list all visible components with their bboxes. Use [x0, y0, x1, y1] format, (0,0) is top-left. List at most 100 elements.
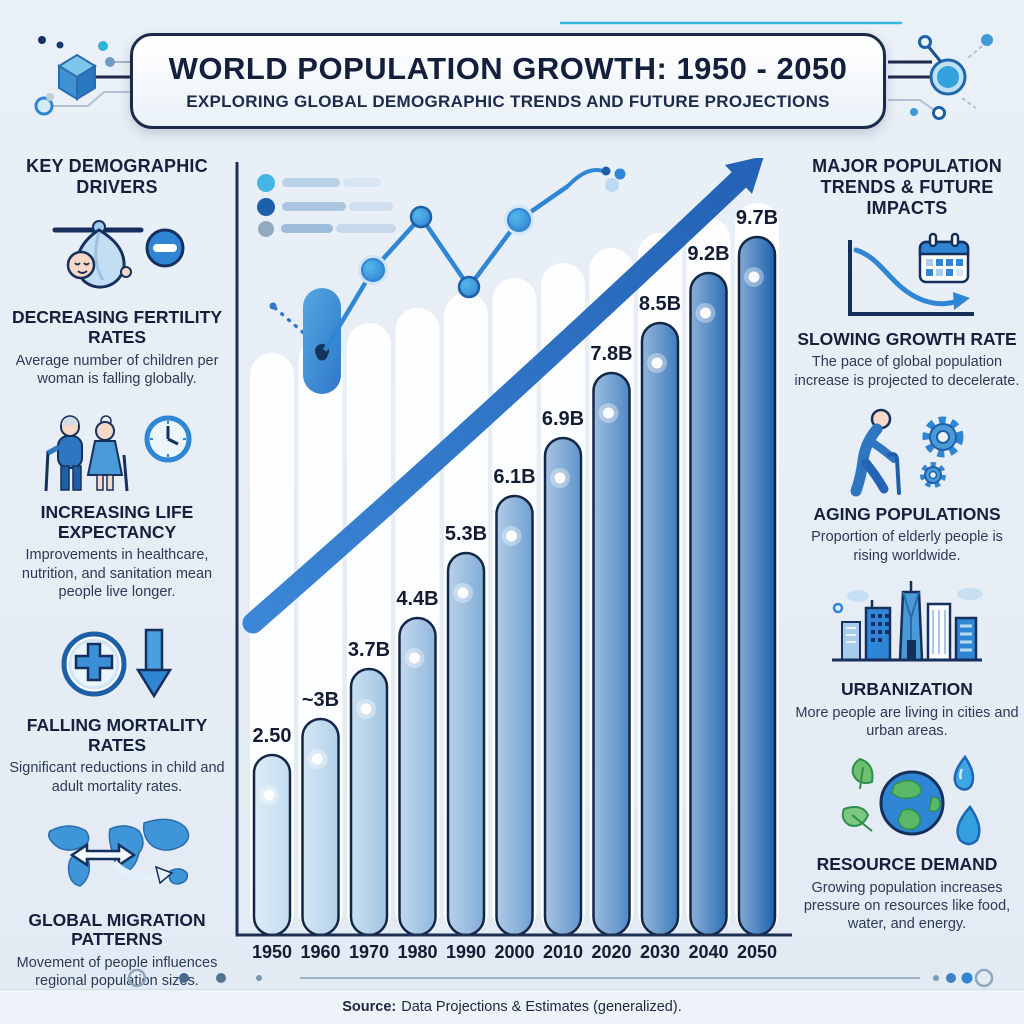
item-description: Growing population increases pressure on…: [803, 879, 1011, 933]
bar-value-label: ~3B: [302, 689, 339, 711]
world-map-migration-arrows-icon: [48, 818, 190, 887]
earth-leaf-water-drops-icon: [841, 754, 981, 846]
curved-arrow-icon: [111, 860, 160, 881]
item-title: GLOBAL MIGRATION PATTERNS: [28, 909, 206, 950]
double-arrow-icon: [69, 842, 137, 868]
bar-glow-dot: [360, 703, 372, 715]
node-circle-icon: [929, 58, 967, 96]
item-description: Significant reductions in child and adul…: [9, 760, 225, 795]
population-bar: [592, 371, 631, 937]
population-bar-chart: 2.50 1950 ~3B 1960 3.7B 1970 4.4B 1980 5.3B 1990 6…: [235, 158, 795, 972]
bar-glow-dot: [263, 789, 275, 801]
year-axis-label: 1980: [397, 942, 437, 962]
panel-item-urbanization: URBANIZATION More people are living in c…: [794, 578, 1020, 740]
bar-glow-dot: [457, 587, 469, 599]
right-panel-heading: MAJOR POPULATION TRENDS & FUTURE IMPACTS: [812, 156, 1002, 219]
item-title: SLOWING GROWTH RATE: [797, 328, 1017, 349]
bar-value-label: 7.8B: [590, 343, 632, 365]
bar-glow-dot: [554, 472, 566, 484]
panel-item-aging: AGING POPULATIONS Proportion of elderly …: [794, 403, 1020, 565]
item-title: DECREASING FERTILITY RATES: [11, 307, 222, 348]
gear-small-icon: [920, 461, 946, 488]
item-description: Improvements in healthcare, nutrition, a…: [21, 547, 213, 600]
declining-curve-calendar-icon: [848, 232, 974, 316]
bar-glow-dot: [409, 652, 420, 664]
source-footer: Source: Data Projections & Estimates (ge…: [0, 989, 1024, 1024]
down-arrow-icon: [144, 628, 164, 672]
item-title: INCREASING LIFE EXPECTANCY: [40, 502, 194, 542]
population-bar: [252, 753, 292, 937]
chart-svg: 2.50 1950 ~3B 1960 3.7B 1970 4.4B 1980 5.3B 1990 6…: [235, 158, 792, 962]
year-axis-label: 2020: [591, 942, 631, 962]
baby-sling-minus-icon: [52, 220, 185, 289]
year-axis-label: 1990: [446, 942, 486, 962]
year-axis-label: 2050: [737, 942, 777, 962]
bar-value-label: 6.1B: [493, 466, 535, 488]
item-title: RESOURCE DEMAND: [816, 854, 998, 875]
item-description: The pace of global population increase i…: [794, 354, 1020, 389]
cane-icon: [887, 451, 901, 495]
year-axis-label: 2040: [688, 942, 728, 962]
water-drop-icon: [953, 754, 981, 846]
population-bar: [543, 436, 583, 937]
year-axis-label: 1970: [349, 942, 389, 962]
bar-value-label: 6.9B: [542, 408, 584, 430]
item-description: Movement of people influences regional p…: [16, 955, 218, 990]
chart-axes: [235, 162, 792, 937]
source-text: Data Projections & Estimates (generalize…: [401, 999, 682, 1015]
year-axis-label: 2030: [640, 942, 680, 962]
bar-value-label: 8.5B: [639, 293, 681, 315]
item-title: AGING POPULATIONS: [813, 503, 1001, 524]
page-title: WORLD POPULATION GROWTH: 1950 - 2050: [168, 50, 848, 86]
mini-legend-decoration: [257, 174, 396, 237]
bar-value-label: 4.4B: [396, 588, 438, 610]
bar-glow-dot: [651, 357, 663, 369]
population-bar: [495, 494, 534, 937]
year-axis-label: 2000: [494, 942, 534, 962]
node-ring-icon: [34, 96, 54, 116]
item-description: More people are living in cities and urb…: [795, 704, 1019, 739]
source-label: Source:: [342, 999, 397, 1015]
panel-item-mortality: FALLING MORTALITY RATES Significant redu…: [4, 614, 230, 796]
chart-decorations: [242, 158, 764, 634]
bar-glow-dot: [700, 307, 711, 319]
panel-item-migration: GLOBAL MIGRATION PATTERNS Movement of pe…: [4, 809, 230, 991]
elderly-person-gears-icon: [850, 408, 964, 497]
item-description: Average number of children per woman is …: [15, 352, 219, 387]
item-description: Proportion of elderly people is rising w…: [811, 529, 1003, 564]
bar-value-label: 3.7B: [348, 639, 390, 661]
trend-arrow: [242, 158, 764, 634]
bar-glow-dot: [748, 271, 760, 283]
population-bar: [640, 321, 680, 937]
item-title: URBANIZATION: [841, 678, 973, 699]
plus-cross-icon: [74, 642, 114, 682]
title-banner: WORLD POPULATION GROWTH: 1950 - 2050 EXP…: [130, 33, 886, 129]
bar-glow-dot: [603, 407, 614, 419]
bar-value-label: 9.7B: [736, 207, 778, 229]
population-bar: [737, 235, 777, 937]
left-panel-key-demographic-drivers: KEY DEMOGRAPHIC DRIVERS DECREASING FERTI…: [4, 156, 230, 1004]
gear-icon: [922, 416, 964, 458]
population-bar: [446, 551, 486, 937]
panel-item-slowing-growth: SLOWING GROWTH RATE The pace of global p…: [794, 228, 1020, 390]
cube-icon: [57, 53, 97, 79]
page-subtitle: EXPLORING GLOBAL DEMOGRAPHIC TRENDS AND …: [186, 91, 830, 111]
year-axis-label: 1950: [252, 942, 292, 962]
bar-value-label: 2.50: [253, 725, 292, 747]
panel-item-resource-demand: RESOURCE DEMAND Growing population incre…: [794, 753, 1020, 933]
bar-glow-dot: [506, 530, 517, 542]
zigzag-line-decoration: [316, 166, 626, 361]
year-axis-label: 1960: [300, 942, 340, 962]
bar-value-label: 9.2B: [687, 243, 729, 265]
medical-cross-down-arrow-icon: [61, 628, 173, 699]
panel-item-fertility: DECREASING FERTILITY RATES Average numbe…: [4, 206, 230, 388]
year-axis-label: 2010: [543, 942, 583, 962]
item-title: FALLING MORTALITY RATES: [26, 715, 208, 755]
bar-value-label: 5.3B: [445, 523, 487, 545]
right-panel-population-trends: MAJOR POPULATION TRENDS & FUTURE IMPACTS: [794, 156, 1020, 946]
city-skyline-icon: [832, 580, 983, 662]
elderly-couple-clock-icon: [44, 415, 192, 492]
panel-item-life-expectancy: INCREASING LIFE EXPECTANCY Improvements …: [4, 401, 230, 601]
bar-glow-dot: [312, 753, 323, 765]
